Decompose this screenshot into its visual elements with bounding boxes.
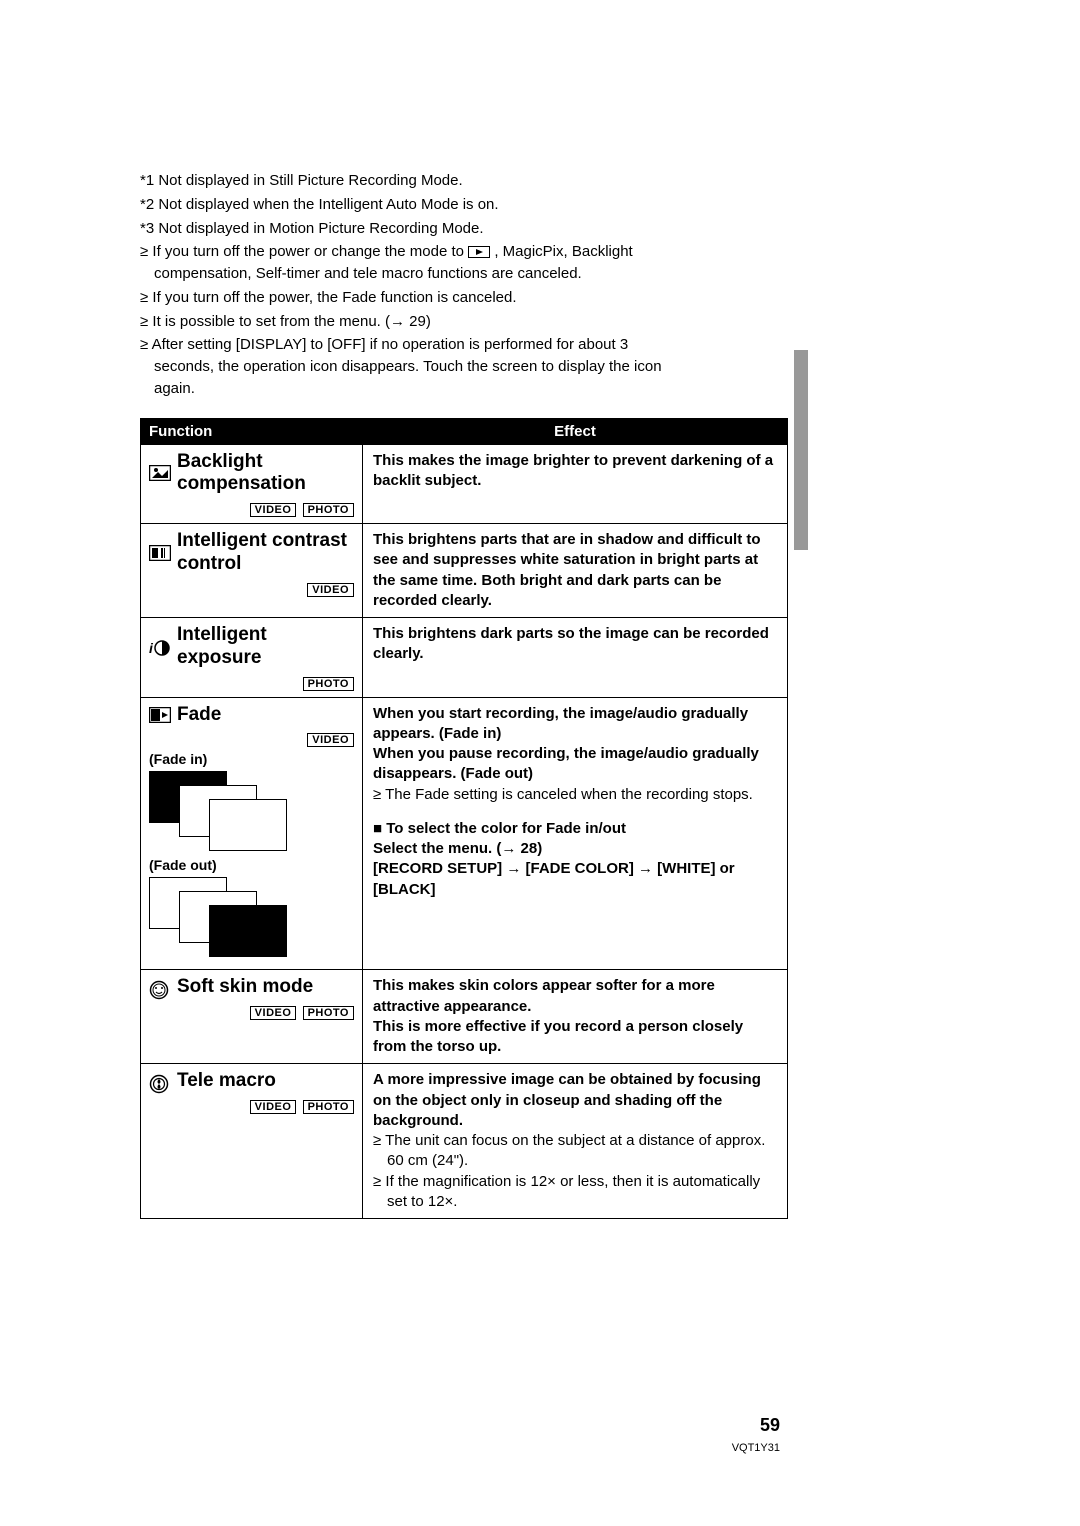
table-header-row: Function Effect bbox=[141, 419, 787, 444]
exposure-title: i Intelligent exposure bbox=[149, 624, 354, 670]
document-code: VQT1Y31 bbox=[732, 1442, 780, 1454]
softskin-effect-1: This makes skin colors appear softer for… bbox=[373, 976, 777, 1017]
contrast-title: Intelligent contrast control bbox=[149, 530, 354, 576]
exposure-title-text: Intelligent exposure bbox=[177, 624, 354, 670]
telemacro-effect-1: A more impressive image can be obtained … bbox=[373, 1070, 777, 1131]
fade-color-heading: ■ To select the color for Fade in/out bbox=[373, 819, 777, 839]
photo-badge: PHOTO bbox=[303, 1006, 354, 1020]
backlight-title: Backlight compensation bbox=[149, 451, 354, 497]
contrast-effect: This brightens parts that are in shadow … bbox=[373, 531, 761, 609]
fade-out-diagram bbox=[149, 877, 329, 957]
note-menu-set: ≥ It is possible to set from the menu. (… bbox=[140, 311, 690, 333]
softskin-effect-2: This is more effective if you record a p… bbox=[373, 1017, 777, 1058]
photo-badge: PHOTO bbox=[303, 503, 354, 517]
row-softskin: Soft skin mode VIDEO PHOTO This makes sk… bbox=[141, 969, 787, 1063]
row-exposure: i Intelligent exposure PHOTO This bright… bbox=[141, 617, 787, 697]
backlight-icon bbox=[149, 465, 171, 481]
video-badge: VIDEO bbox=[250, 1006, 297, 1020]
fade-effect-in: When you start recording, the image/audi… bbox=[373, 704, 777, 745]
row-telemacro: Tele macro VIDEO PHOTO A more impressive… bbox=[141, 1063, 787, 1218]
header-function: Function bbox=[141, 419, 363, 444]
photo-badge: PHOTO bbox=[303, 677, 354, 691]
function-effect-table: Function Effect Backlight compensation V… bbox=[140, 418, 788, 1220]
svg-text:i: i bbox=[149, 640, 154, 656]
note-power-mode: ≥ If you turn off the power or change th… bbox=[140, 241, 690, 285]
page-content: *1 Not displayed in Still Picture Record… bbox=[0, 0, 790, 1219]
telemacro-distance: ≥ The unit can focus on the subject at a… bbox=[373, 1131, 777, 1172]
note-fade-cancel: ≥ If you turn off the power, the Fade fu… bbox=[140, 287, 690, 309]
photo-badge: PHOTO bbox=[303, 1100, 354, 1114]
footnotes-block: *1 Not displayed in Still Picture Record… bbox=[140, 170, 690, 400]
backlight-effect: This makes the image brighter to prevent… bbox=[373, 452, 773, 489]
softskin-title: Soft skin mode bbox=[149, 976, 354, 999]
telemacro-title-text: Tele macro bbox=[177, 1070, 276, 1093]
row-fade: Fade VIDEO (Fade in) (Fade out) bbox=[141, 697, 787, 970]
backlight-title-text: Backlight compensation bbox=[177, 451, 354, 497]
softskin-icon bbox=[149, 980, 171, 996]
video-badge: VIDEO bbox=[307, 583, 354, 597]
fade-out-label: (Fade out) bbox=[149, 857, 354, 873]
exposure-icon: i bbox=[149, 639, 171, 655]
fade-menu-path: [RECORD SETUP] → [FADE COLOR] → [WHITE] … bbox=[373, 859, 777, 900]
video-badge: VIDEO bbox=[250, 503, 297, 517]
play-mode-icon bbox=[468, 246, 490, 258]
side-tab bbox=[794, 350, 808, 550]
exposure-effect: This brightens dark parts so the image c… bbox=[373, 625, 769, 662]
telemacro-icon bbox=[149, 1074, 171, 1090]
fade-icon bbox=[149, 707, 171, 723]
page-number: 59 bbox=[760, 1415, 780, 1436]
note-display-off: ≥ After setting [DISPLAY] to [OFF] if no… bbox=[140, 334, 690, 399]
fade-select-menu: Select the menu. (→ 28) bbox=[373, 839, 777, 859]
video-badge: VIDEO bbox=[250, 1100, 297, 1114]
contrast-icon bbox=[149, 545, 171, 561]
fade-title: Fade bbox=[149, 704, 354, 727]
telemacro-magnification: ≥ If the magnification is 12× or less, t… bbox=[373, 1172, 777, 1213]
telemacro-title: Tele macro bbox=[149, 1070, 354, 1093]
contrast-title-text: Intelligent contrast control bbox=[177, 530, 354, 576]
fade-in-diagram bbox=[149, 771, 329, 851]
row-backlight: Backlight compensation VIDEO PHOTO This … bbox=[141, 444, 787, 524]
fade-cancel-note: ≥ The Fade setting is canceled when the … bbox=[373, 785, 777, 805]
footnote-2: *2 Not displayed when the Intelligent Au… bbox=[140, 194, 690, 216]
softskin-title-text: Soft skin mode bbox=[177, 976, 313, 999]
header-effect: Effect bbox=[363, 419, 787, 444]
fade-effect-out: When you pause recording, the image/audi… bbox=[373, 744, 777, 785]
fade-in-label: (Fade in) bbox=[149, 751, 354, 767]
footnote-3: *3 Not displayed in Motion Picture Recor… bbox=[140, 218, 690, 240]
video-badge: VIDEO bbox=[307, 733, 354, 747]
footnote-1: *1 Not displayed in Still Picture Record… bbox=[140, 170, 690, 192]
fade-title-text: Fade bbox=[177, 704, 221, 727]
row-contrast: Intelligent contrast control VIDEO This … bbox=[141, 523, 787, 617]
